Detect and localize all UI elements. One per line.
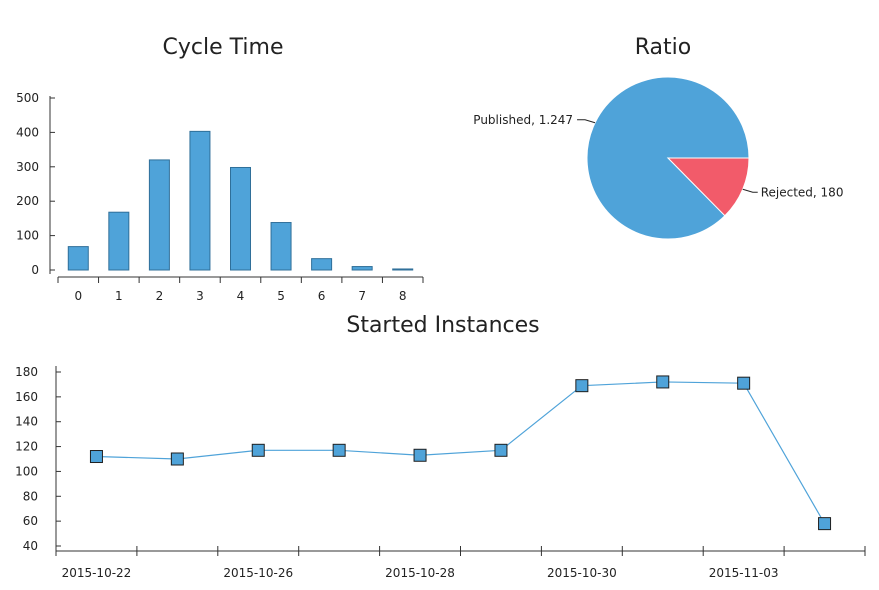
line-y-tick-label: 120 <box>15 440 38 454</box>
bar-x-tick-label: 3 <box>196 289 204 303</box>
bar-x-tick-label: 0 <box>74 289 82 303</box>
bar-x-tick-label: 5 <box>277 289 285 303</box>
ratio-title: Ratio <box>634 35 692 60</box>
pie-slice-rejected <box>666 157 750 217</box>
bar-x-tick-label: 4 <box>237 289 245 303</box>
bar-y-tick-label: 300 <box>16 160 39 174</box>
bar-1 <box>108 211 130 271</box>
bar-x-tick-label: 2 <box>156 289 164 303</box>
bar-y-tick-label: 0 <box>31 263 39 277</box>
line-point-3 <box>332 443 346 457</box>
line-x-tick-label: 2015-10-22 <box>62 566 132 580</box>
pie-leader-rejected <box>742 188 758 193</box>
bar-4 <box>230 166 251 271</box>
line-y-tick-label: 140 <box>15 415 38 429</box>
line-point-4 <box>413 448 427 462</box>
pie-label-rejected: Rejected, 180 <box>761 185 844 199</box>
bar-5 <box>270 222 292 271</box>
line-y-tick-label: 40 <box>23 539 38 553</box>
bar-8 <box>392 268 414 271</box>
line-x-tick-label: 2015-10-26 <box>223 566 293 580</box>
pie-leader-published <box>577 119 596 124</box>
line-y-tick-label: 100 <box>15 464 38 478</box>
line-point-7 <box>656 375 670 389</box>
bar-2 <box>148 159 170 271</box>
line-point-9 <box>818 517 832 531</box>
line-point-0 <box>89 450 103 464</box>
line-point-6 <box>575 379 589 393</box>
bar-y-tick-label: 500 <box>16 91 39 105</box>
line-point-2 <box>251 443 265 457</box>
pie-label-published: Published, 1.247 <box>473 113 573 127</box>
line-series <box>96 381 826 524</box>
bar-x-tick-label: 1 <box>115 289 123 303</box>
line-y-tick-label: 60 <box>23 514 38 528</box>
bar-x-tick-label: 8 <box>399 289 407 303</box>
bar-y-tick-label: 100 <box>16 229 39 243</box>
line-point-1 <box>170 452 184 466</box>
bar-x-tick-label: 7 <box>358 289 366 303</box>
line-point-8 <box>737 376 751 390</box>
line-x-tick-label: 2015-10-28 <box>385 566 455 580</box>
line-y-tick-label: 80 <box>23 489 38 503</box>
bar-3 <box>189 130 211 271</box>
line-y-tick-label: 160 <box>15 390 38 404</box>
bar-6 <box>311 258 333 271</box>
line-x-tick-label: 2015-11-03 <box>709 566 779 580</box>
bar-x-tick-label: 6 <box>318 289 326 303</box>
bar-7 <box>351 266 373 271</box>
line-x-tick-label: 2015-10-30 <box>547 566 617 580</box>
started-instances-title: Started Instances <box>346 313 540 338</box>
bar-y-tick-label: 400 <box>16 125 39 139</box>
cycle-time-title: Cycle Time <box>162 35 284 60</box>
line-point-5 <box>494 443 508 457</box>
bar-0 <box>67 246 89 271</box>
bar-y-tick-label: 200 <box>16 194 39 208</box>
line-y-tick-label: 180 <box>15 365 38 379</box>
